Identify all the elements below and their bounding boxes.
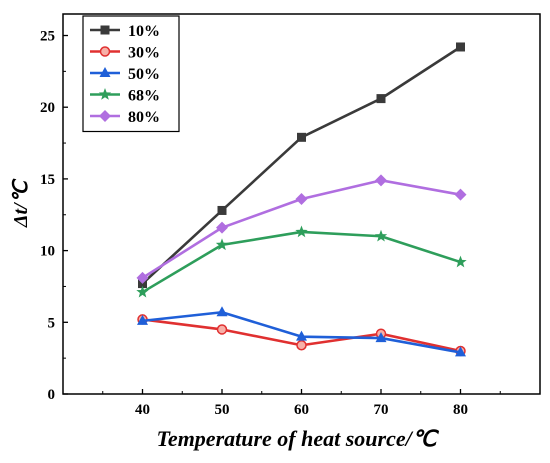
legend-label: 30% xyxy=(128,45,160,62)
x-axis-title: Temperature of heat source/℃ xyxy=(157,426,440,451)
legend: 10% 30% 50% 68% 80% xyxy=(82,15,180,133)
x-tick-label: 60 xyxy=(294,402,309,418)
legend-item: 80% xyxy=(90,109,160,126)
legend-item: 30% xyxy=(90,45,160,62)
data-point-square xyxy=(456,42,465,52)
data-point-diamond xyxy=(216,221,228,234)
data-point-circle xyxy=(216,324,228,335)
y-axis-title-variable: Δt xyxy=(10,208,32,229)
y-tick-label: 5 xyxy=(48,315,56,331)
legend-item: 68% xyxy=(90,88,160,105)
data-point-square xyxy=(376,94,386,104)
data-point-diamond xyxy=(99,110,111,122)
data-point-diamond xyxy=(295,192,308,205)
y-tick-label: 20 xyxy=(40,100,55,116)
data-point-star xyxy=(98,88,112,100)
data-point-triangle xyxy=(99,67,111,77)
legend-label: 50% xyxy=(128,66,160,83)
legend-label: 10% xyxy=(128,23,160,40)
data-point-diamond xyxy=(454,188,467,201)
y-tick-label: 0 xyxy=(48,387,56,403)
data-point-triangle xyxy=(455,346,466,357)
y-axis-title-unit: /℃ xyxy=(10,178,32,211)
axis-ticks: 40 50 60 70 80 0 5 10 15 20 25 xyxy=(40,29,501,418)
x-tick-label: 80 xyxy=(453,402,468,418)
data-point-circle xyxy=(296,339,307,351)
data-point-triangle xyxy=(375,332,387,343)
data-point-diamond xyxy=(375,174,387,187)
y-tick-label: 15 xyxy=(40,172,55,188)
series-layer xyxy=(136,42,467,357)
data-point-triangle xyxy=(296,330,307,341)
data-point-triangle xyxy=(137,314,148,325)
legend-item: 50% xyxy=(90,66,160,83)
legend-item: 10% xyxy=(90,23,160,40)
series-68-percent xyxy=(136,225,467,298)
legend-label: 80% xyxy=(128,109,160,126)
data-point-square xyxy=(217,205,227,215)
y-axis-title: Δt/℃ xyxy=(10,178,32,228)
series-80-percent xyxy=(136,174,467,284)
data-point-triangle xyxy=(216,306,228,317)
data-point-star xyxy=(374,229,388,242)
data-point-diamond xyxy=(136,271,149,284)
y-tick-label: 10 xyxy=(40,244,55,260)
data-point-square xyxy=(100,25,110,35)
data-point-star xyxy=(136,285,149,298)
x-tick-label: 70 xyxy=(374,402,389,418)
x-tick-label: 50 xyxy=(215,402,230,418)
data-point-star xyxy=(215,238,229,251)
data-point-square xyxy=(297,132,306,142)
data-point-star xyxy=(454,255,467,268)
series-50-percent xyxy=(137,306,466,357)
legend-label: 68% xyxy=(128,88,160,105)
data-point-star xyxy=(295,225,308,238)
y-tick-label: 25 xyxy=(40,29,55,45)
x-tick-label: 40 xyxy=(135,402,150,418)
data-point-circle xyxy=(99,46,111,57)
